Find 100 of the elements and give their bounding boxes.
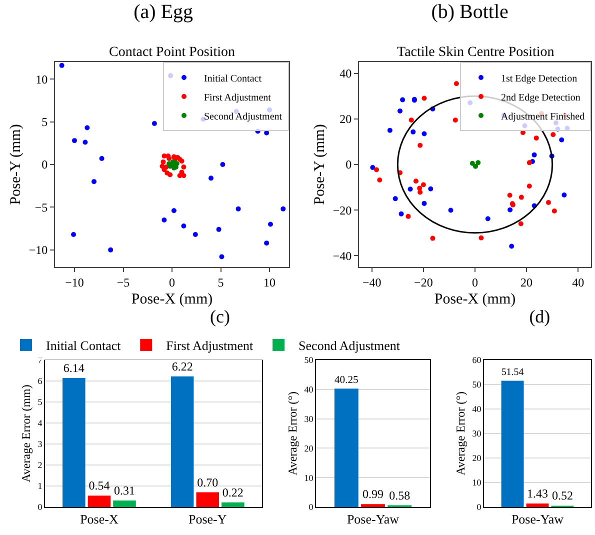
- point: [562, 192, 567, 198]
- y-tick-label: 7: [38, 355, 43, 366]
- legend-label: 1st Edge Detection: [501, 73, 578, 84]
- y-tick-label: 5: [42, 114, 48, 129]
- data-label: 0.54: [88, 478, 110, 493]
- x-axis-title: Pose-X (mm): [131, 291, 213, 308]
- point: [518, 194, 524, 200]
- point: [166, 156, 172, 162]
- bar: [334, 388, 358, 507]
- point: [507, 192, 512, 198]
- point: [452, 118, 458, 123]
- y-axis-title: Average Error (°): [454, 392, 468, 476]
- point: [422, 200, 427, 206]
- point: [473, 164, 478, 169]
- point: [268, 222, 273, 227]
- data-label: 0.99: [362, 487, 384, 502]
- y-tick-label: 20: [472, 453, 482, 464]
- x-tick-label: 5: [218, 275, 224, 290]
- point: [470, 160, 475, 166]
- point: [59, 62, 64, 68]
- chart-title: (c): [210, 306, 230, 327]
- x-tick-label: 20: [520, 275, 533, 290]
- point: [370, 164, 376, 170]
- legend-label: Adjustment Finished: [501, 111, 585, 122]
- y-tick-label: 20: [340, 112, 352, 126]
- y-tick-label: 60: [472, 355, 482, 366]
- bar: [526, 504, 549, 507]
- point: [264, 240, 270, 246]
- point: [417, 186, 422, 191]
- point: [84, 125, 90, 130]
- y-tick-label: 3: [38, 439, 43, 450]
- point: [410, 129, 416, 134]
- y-tick-label: 4: [38, 418, 43, 428]
- y-tick-label: 20: [304, 443, 314, 454]
- bar: [222, 502, 244, 507]
- point: [418, 190, 423, 195]
- legend-label: First Adjustment: [166, 338, 254, 354]
- point: [454, 81, 459, 86]
- y-tick-label: 40: [304, 384, 314, 395]
- point: [406, 214, 411, 219]
- point: [532, 152, 537, 158]
- point: [192, 232, 198, 238]
- y-axis-title: Average Error (mm): [19, 384, 33, 482]
- point: [550, 132, 556, 138]
- y-tick-label: 40: [340, 66, 352, 81]
- legend-label: First Adjustment: [204, 92, 272, 104]
- y-tick-label: 0: [308, 502, 314, 512]
- point: [208, 176, 214, 181]
- point: [82, 140, 88, 145]
- point: [448, 208, 454, 213]
- point: [420, 182, 426, 188]
- point: [374, 167, 380, 172]
- point: [509, 244, 514, 249]
- point: [559, 137, 564, 142]
- point: [413, 178, 418, 184]
- y-tick-label: −10: [28, 243, 48, 258]
- point: [418, 142, 423, 148]
- point: [179, 170, 184, 175]
- data-label: 40.25: [334, 375, 358, 386]
- chart-subtitle: Tactile Skin Centre Position: [397, 45, 554, 60]
- point: [108, 247, 114, 252]
- x-tick-label: −10: [65, 275, 84, 290]
- bar: [170, 376, 194, 507]
- point: [392, 196, 398, 202]
- y-tick-label: 40: [472, 404, 482, 414]
- point: [71, 232, 76, 238]
- point: [220, 162, 226, 167]
- point: [408, 186, 413, 192]
- point: [428, 186, 434, 192]
- y-tick-label: 6: [38, 376, 43, 386]
- y-tick-label: 2: [38, 460, 42, 470]
- y-tick-label: 30: [472, 428, 482, 439]
- data-label: 0.22: [222, 485, 244, 500]
- point: [99, 156, 104, 162]
- point: [485, 216, 490, 222]
- point: [476, 160, 481, 166]
- bar: [62, 378, 86, 507]
- chart-subtitle: Contact Point Position: [109, 45, 236, 60]
- point: [526, 184, 532, 189]
- x-tick-label: Pose-X: [80, 512, 119, 527]
- y-tick-label: 30: [304, 414, 314, 424]
- bar: [196, 492, 220, 507]
- point: [171, 208, 176, 214]
- y-tick-label: 0: [42, 158, 48, 172]
- legend-label: Second Adjustment: [298, 338, 400, 354]
- y-axis-title: Pose-Y (mm): [312, 124, 328, 205]
- point: [534, 136, 539, 141]
- point: [478, 235, 484, 240]
- point: [168, 172, 173, 178]
- point: [152, 121, 157, 126]
- data-label: 0.31: [114, 483, 136, 498]
- legend-label: Second Adjustment: [204, 111, 282, 122]
- data-label: 6.22: [172, 359, 193, 374]
- point: [526, 160, 532, 166]
- point: [181, 224, 186, 228]
- legend-label: 2nd Edge Detection: [501, 92, 580, 104]
- bar: [501, 380, 524, 507]
- point: [430, 236, 436, 241]
- point: [92, 179, 96, 184]
- legend-label: Initial Contact: [204, 73, 262, 84]
